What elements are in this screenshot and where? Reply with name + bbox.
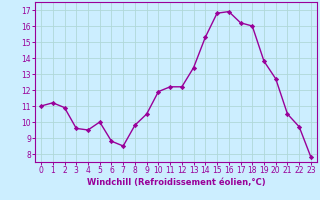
X-axis label: Windchill (Refroidissement éolien,°C): Windchill (Refroidissement éolien,°C) bbox=[87, 178, 265, 187]
